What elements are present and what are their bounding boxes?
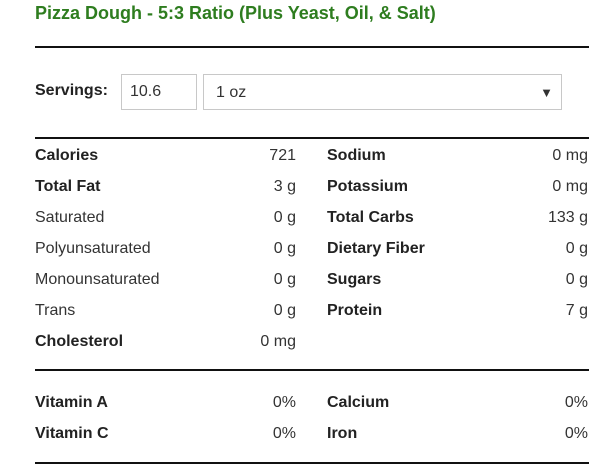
vitamin-label: Iron: [327, 425, 358, 442]
unit-select-value: 1 oz: [216, 84, 247, 101]
nutrient-row-polyunsaturated: Polyunsaturated 0 g: [0, 239, 606, 259]
vitamin-label: Calcium: [327, 394, 390, 411]
nutrient-label: Monounsaturated: [35, 271, 160, 288]
nutrient-label: Potassium: [327, 178, 408, 195]
nutrient-row-sugars: Sugars 0 g: [0, 270, 606, 290]
nutrient-value: 0 g: [565, 271, 588, 288]
chevron-down-icon: ▼: [540, 85, 553, 100]
vitamin-label: Vitamin A: [35, 394, 108, 411]
nutrient-label: Protein: [327, 302, 383, 319]
nutrient-label: Polyunsaturated: [35, 240, 151, 257]
nutrient-row-monounsaturated: Monounsaturated 0 g: [0, 270, 606, 290]
nutrient-row-total-carbs: Total Carbs 133 g: [0, 208, 606, 228]
nutrient-row-trans: Trans 0 g: [0, 301, 606, 321]
vitamin-value: 0%: [564, 425, 588, 442]
divider: [35, 462, 589, 464]
divider: [35, 137, 589, 139]
recipe-title: Pizza Dough - 5:3 Ratio (Plus Yeast, Oil…: [35, 3, 436, 23]
nutrient-label: Total Fat: [35, 178, 101, 195]
nutrient-value: 0 g: [273, 271, 296, 288]
servings-label: Servings:: [35, 82, 108, 99]
vitamin-row-iron: Iron 0%: [0, 424, 606, 444]
nutrient-value: 0 g: [273, 302, 296, 319]
nutrient-row-potassium: Potassium 0 mg: [0, 177, 606, 197]
nutrient-value: 0 mg: [552, 178, 588, 195]
nutrient-value: 0 g: [273, 209, 296, 226]
nutrient-row-calories: Calories 721: [0, 146, 606, 166]
nutrient-value: 0 mg: [260, 333, 296, 350]
unit-select[interactable]: 1 oz ▼: [203, 74, 562, 110]
nutrient-value: 133 g: [547, 209, 588, 226]
nutrient-row-protein: Protein 7 g: [0, 301, 606, 321]
nutrient-label: Sugars: [327, 271, 382, 288]
vitamin-value: 0%: [564, 394, 588, 411]
nutrient-label: Total Carbs: [327, 209, 414, 226]
vitamin-row-calcium: Calcium 0%: [0, 393, 606, 413]
nutrient-row-cholesterol: Cholesterol 0 mg: [0, 332, 606, 352]
divider: [35, 46, 589, 48]
servings-input[interactable]: [121, 74, 197, 110]
nutrient-label: Trans: [35, 302, 76, 319]
nutrient-label: Calories: [35, 147, 99, 164]
nutrient-row-total-fat: Total Fat 3 g: [0, 177, 606, 197]
vitamin-label: Vitamin C: [35, 425, 109, 442]
nutrient-row-dietary-fiber: Dietary Fiber 0 g: [0, 239, 606, 259]
nutrient-label: Cholesterol: [35, 333, 124, 350]
nutrient-label: Saturated: [35, 209, 105, 226]
nutrient-value: 3 g: [273, 178, 296, 195]
nutrient-value: 0 g: [273, 240, 296, 257]
nutrient-row-sodium: Sodium 0 mg: [0, 146, 606, 166]
nutrient-label: Sodium: [327, 147, 386, 164]
divider: [35, 369, 589, 371]
nutrient-label: Dietary Fiber: [327, 240, 425, 257]
nutrient-value: 7 g: [565, 302, 588, 319]
vitamin-row-vitamin-c: Vitamin C 0%: [0, 424, 606, 444]
vitamin-value: 0%: [272, 425, 296, 442]
nutrient-value: 721: [269, 147, 296, 164]
vitamin-value: 0%: [272, 394, 296, 411]
vitamin-row-vitamin-a: Vitamin A 0%: [0, 393, 606, 413]
nutrient-value: 0 mg: [552, 147, 588, 164]
nutrient-row-saturated: Saturated 0 g: [0, 208, 606, 228]
nutrient-value: 0 g: [565, 240, 588, 257]
